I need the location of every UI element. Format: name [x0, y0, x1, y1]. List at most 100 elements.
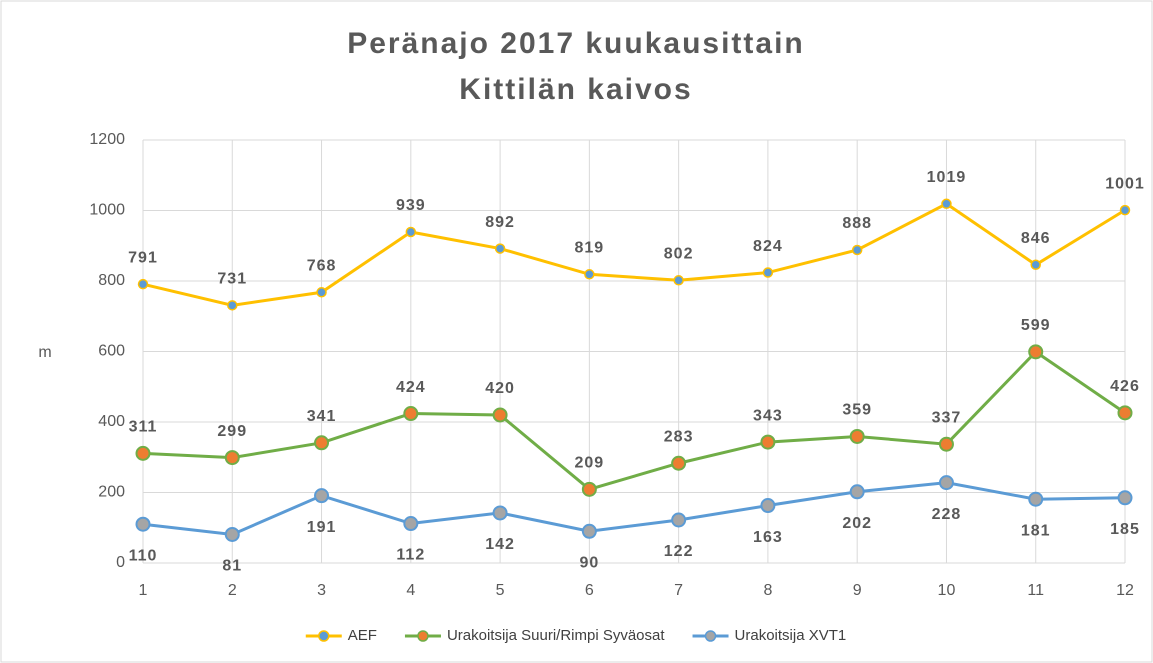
y-tick-label: 0	[116, 554, 125, 571]
series-line	[142, 481, 1126, 536]
data-label: 731	[217, 271, 247, 288]
point	[405, 226, 417, 238]
point	[1119, 204, 1131, 216]
y-tick-label: 1200	[89, 131, 125, 148]
data-label: 90	[579, 554, 599, 571]
data-label: 802	[664, 246, 694, 263]
point	[316, 287, 327, 298]
point	[1117, 405, 1133, 421]
point	[1117, 490, 1133, 506]
x-tick-label: 8	[763, 582, 772, 599]
legend-label: Urakoitsija Suuri/Rimpi Syväosat	[447, 627, 665, 644]
point	[584, 269, 595, 280]
point	[762, 267, 774, 278]
point	[671, 455, 687, 471]
y-tick-label: 600	[98, 343, 125, 360]
data-label: 299	[217, 423, 247, 440]
data-label: 846	[1021, 230, 1051, 247]
point	[760, 434, 776, 450]
point	[1030, 259, 1041, 271]
data-label: 191	[307, 519, 337, 536]
point	[849, 428, 865, 444]
point	[849, 484, 865, 500]
legend-marker	[318, 630, 330, 642]
point	[492, 407, 508, 423]
data-label: 202	[842, 515, 872, 532]
x-tick-label: 7	[674, 582, 683, 599]
point	[227, 300, 238, 311]
legend-label: AEF	[348, 627, 377, 644]
data-label: 163	[753, 529, 783, 546]
x-tick-label: 9	[853, 582, 862, 599]
data-label: 142	[485, 536, 515, 553]
x-tick-label: 5	[496, 582, 505, 599]
point	[941, 198, 952, 210]
x-tick-label: 6	[585, 582, 594, 599]
x-tick-label: 10	[938, 582, 956, 599]
point	[403, 406, 419, 422]
data-label: 819	[575, 240, 605, 257]
data-label: 283	[664, 428, 694, 445]
data-label: 426	[1110, 378, 1140, 395]
series-line	[142, 202, 1126, 307]
point	[224, 450, 240, 466]
point	[938, 436, 954, 452]
point	[137, 278, 149, 290]
data-label: 112	[396, 547, 425, 564]
data-label: 420	[485, 380, 515, 397]
data-label: 110	[129, 547, 158, 564]
point	[938, 475, 954, 491]
data-label: 791	[128, 249, 158, 266]
legend-label: Urakoitsija XVT1	[735, 627, 847, 644]
x-tick-label: 3	[317, 582, 326, 599]
data-label: 185	[1110, 521, 1140, 538]
y-axis-label: m	[38, 344, 51, 361]
legend: AEF Urakoitsija Suuri/Rimpi Syväosat Urako…	[305, 627, 847, 644]
x-tick-label: 4	[406, 582, 415, 599]
point	[760, 498, 776, 514]
data-label: 768	[307, 257, 337, 274]
data-label: 1019	[927, 169, 967, 186]
data-label: 228	[932, 506, 962, 523]
data-label: 341	[307, 408, 337, 425]
legend-marker	[704, 630, 717, 642]
chart-subtitle: Kittilän kaivos	[459, 73, 692, 106]
data-label: 343	[753, 407, 783, 424]
x-tick-label: 1	[139, 582, 148, 599]
data-label: 81	[222, 558, 242, 575]
point	[581, 481, 597, 497]
data-label: 888	[842, 215, 872, 232]
data-label: 1001	[1105, 175, 1145, 192]
data-label: 311	[129, 419, 158, 436]
data-label: 892	[485, 214, 515, 231]
chart-title: Peränajo 2017 kuukausittain	[347, 27, 805, 60]
point	[1028, 344, 1044, 360]
data-label: 599	[1021, 317, 1051, 334]
point	[673, 275, 684, 286]
y-tick-label: 1000	[89, 202, 125, 219]
y-tick-label: 800	[98, 272, 125, 289]
point	[314, 488, 330, 504]
point	[135, 516, 151, 532]
point	[581, 523, 597, 539]
data-label: 824	[753, 238, 783, 255]
y-tick-label: 200	[98, 484, 125, 501]
data-label: 424	[396, 379, 426, 396]
data-label: 359	[842, 402, 872, 419]
point	[403, 516, 419, 532]
x-tick-label: 12	[1116, 582, 1134, 599]
data-label: 122	[664, 543, 694, 560]
data-label: 939	[396, 197, 426, 214]
series-line	[142, 349, 1126, 491]
x-tick-label: 2	[228, 582, 237, 599]
point	[314, 435, 330, 451]
point	[851, 244, 863, 256]
legend-marker	[417, 630, 429, 642]
data-label: 337	[932, 409, 962, 426]
x-tick-label: 11	[1027, 582, 1044, 599]
point	[671, 512, 687, 528]
point	[224, 526, 240, 542]
point	[135, 445, 151, 461]
